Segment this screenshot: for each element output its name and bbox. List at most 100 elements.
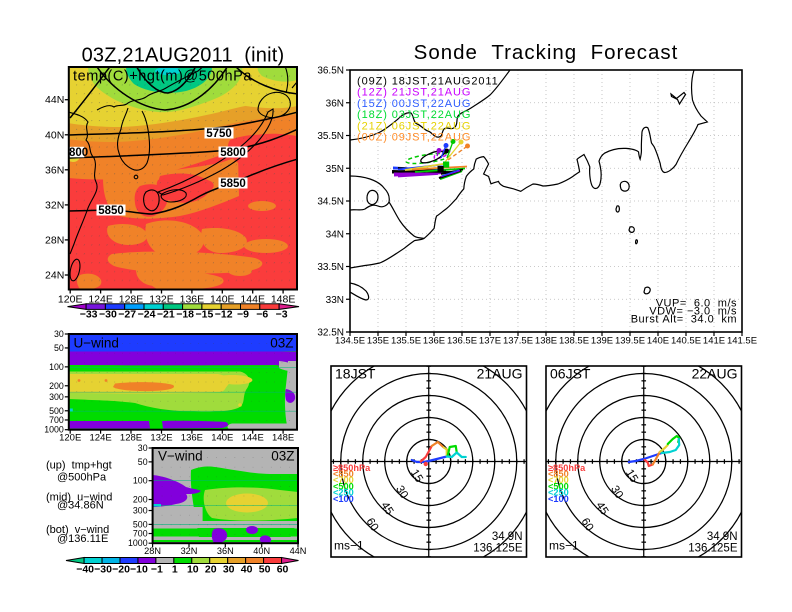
svg-text:136E: 136E xyxy=(423,336,445,347)
svg-text:136.125E: 136.125E xyxy=(473,543,523,555)
svg-text:36N: 36N xyxy=(217,546,234,556)
svg-text:−30: −30 xyxy=(99,309,117,321)
svg-text:60: 60 xyxy=(363,516,380,533)
svg-text:140E: 140E xyxy=(647,336,669,347)
svg-text:137E: 137E xyxy=(479,336,501,347)
svg-text:18JST: 18JST xyxy=(335,366,376,382)
svg-text:60: 60 xyxy=(578,516,595,533)
svg-text:700: 700 xyxy=(49,415,64,425)
svg-text:VUP= 6.0 m/s: VUP= 6.0 m/s xyxy=(656,298,737,310)
svg-text:−27: −27 xyxy=(118,309,136,321)
svg-text:700: 700 xyxy=(133,529,148,539)
svg-text:1000: 1000 xyxy=(128,538,148,548)
svg-text:800: 800 xyxy=(69,147,88,159)
svg-text:V−wind: V−wind xyxy=(158,449,203,464)
svg-text:Burst Alt= 34.0 km: Burst Alt= 34.0 km xyxy=(631,314,737,326)
svg-text:−3: −3 xyxy=(276,309,288,321)
svg-text:5850: 5850 xyxy=(220,178,246,190)
svg-text:−33: −33 xyxy=(80,309,98,321)
svg-text:<500: <500 xyxy=(548,481,569,491)
svg-text:(09Z) 18JST,21AUG2011: (09Z) 18JST,21AUG2011 xyxy=(357,76,499,88)
svg-text:30: 30 xyxy=(608,484,625,501)
svg-text:−9: −9 xyxy=(237,309,249,321)
svg-text:(21Z) 06JST,22AUG: (21Z) 06JST,22AUG xyxy=(357,120,471,132)
svg-text:−15: −15 xyxy=(195,309,213,321)
svg-text:<850: <850 xyxy=(333,469,354,479)
svg-text:<500: <500 xyxy=(333,481,354,491)
svg-text:(bot) v−wind: (bot) v−wind xyxy=(46,524,109,536)
svg-text:20: 20 xyxy=(205,564,217,576)
svg-text:5750: 5750 xyxy=(206,128,232,140)
svg-text:33N: 33N xyxy=(326,295,344,306)
svg-text:−6: −6 xyxy=(256,309,268,321)
svg-text:28N: 28N xyxy=(144,546,161,556)
svg-text:200: 200 xyxy=(49,381,64,391)
svg-text:−12: −12 xyxy=(215,309,233,321)
svg-text:@136.11E: @136.11E xyxy=(57,533,108,545)
svg-text:22AUG: 22AUG xyxy=(692,366,738,382)
svg-text:<700: <700 xyxy=(548,475,569,485)
svg-text:144E: 144E xyxy=(242,433,264,444)
svg-text:15: 15 xyxy=(623,468,640,485)
svg-text:<100: <100 xyxy=(548,494,569,504)
svg-text:300: 300 xyxy=(49,392,64,402)
svg-text:32N: 32N xyxy=(45,199,64,211)
svg-text:139.5E: 139.5E xyxy=(615,336,645,347)
svg-text:(mid) u−wind: (mid) u−wind xyxy=(46,492,112,504)
svg-text:03Z: 03Z xyxy=(271,449,294,464)
svg-text:36N: 36N xyxy=(45,164,64,176)
svg-text:134.5E: 134.5E xyxy=(335,336,365,347)
svg-text:40: 40 xyxy=(241,564,253,576)
svg-text:45: 45 xyxy=(378,500,395,517)
svg-text:15: 15 xyxy=(408,468,425,485)
svg-text:U−wind: U−wind xyxy=(74,336,119,351)
svg-text:≥850hPa: ≥850hPa xyxy=(548,463,586,473)
svg-text:30: 30 xyxy=(223,564,235,576)
svg-text:5850: 5850 xyxy=(98,205,124,217)
svg-text:120E: 120E xyxy=(59,433,81,444)
svg-text:1: 1 xyxy=(172,564,178,576)
svg-text:28N: 28N xyxy=(45,234,64,246)
svg-text:@34.86N: @34.86N xyxy=(57,500,104,512)
svg-text:200: 200 xyxy=(133,495,148,505)
svg-text:34.9N: 34.9N xyxy=(492,531,523,543)
svg-text:128E: 128E xyxy=(119,294,144,306)
svg-text:136.125E: 136.125E xyxy=(688,543,738,555)
svg-text:34.9N: 34.9N xyxy=(707,531,738,543)
svg-text:135E: 135E xyxy=(367,336,389,347)
svg-text:03Z,21AUG2011 (init): 03Z,21AUG2011 (init) xyxy=(82,45,285,67)
svg-text:temp(C)+hgt(m)@500hPa: temp(C)+hgt(m)@500hPa xyxy=(73,69,252,85)
svg-text:30: 30 xyxy=(54,329,64,339)
svg-text:−10: −10 xyxy=(130,564,148,576)
svg-text:−20: −20 xyxy=(112,564,130,576)
svg-text:06JST: 06JST xyxy=(550,366,591,382)
svg-text:10: 10 xyxy=(187,564,199,576)
svg-text:Sonde Tracking Forecast: Sonde Tracking Forecast xyxy=(414,41,679,64)
svg-text:136.5E: 136.5E xyxy=(447,336,477,347)
svg-text:44N: 44N xyxy=(290,546,307,556)
svg-text:50: 50 xyxy=(259,564,271,576)
svg-text:300: 300 xyxy=(133,506,148,516)
svg-text:32.5N: 32.5N xyxy=(317,328,344,339)
svg-text:135.5E: 135.5E xyxy=(391,336,421,347)
svg-text:124E: 124E xyxy=(90,433,112,444)
svg-text:50: 50 xyxy=(138,457,148,467)
svg-text:24N: 24N xyxy=(45,270,64,282)
svg-text:120E: 120E xyxy=(58,294,83,306)
svg-text:140E: 140E xyxy=(211,433,233,444)
svg-text:(up) tmp+hgt: (up) tmp+hgt xyxy=(46,460,112,472)
svg-text:<100: <100 xyxy=(333,494,354,504)
svg-text:−30: −30 xyxy=(94,564,112,576)
svg-text:−40: −40 xyxy=(76,564,94,576)
svg-text:148E: 148E xyxy=(271,294,296,306)
svg-text:5800: 5800 xyxy=(220,147,246,159)
svg-text:45: 45 xyxy=(593,500,610,517)
svg-text:128E: 128E xyxy=(120,433,142,444)
svg-text:−24: −24 xyxy=(138,309,156,321)
svg-text:138E: 138E xyxy=(535,336,557,347)
svg-text:30: 30 xyxy=(393,484,410,501)
svg-text:ms−1: ms−1 xyxy=(334,539,364,553)
svg-text:137.5E: 137.5E xyxy=(503,336,533,347)
svg-text:34.5N: 34.5N xyxy=(317,197,344,208)
svg-text:138.5E: 138.5E xyxy=(559,336,589,347)
